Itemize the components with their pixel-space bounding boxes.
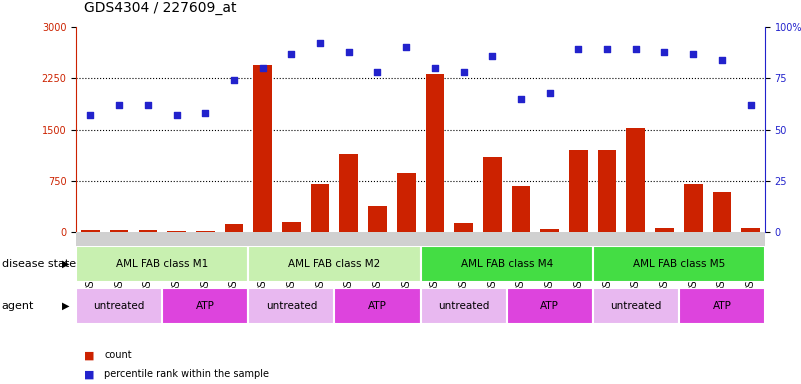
Bar	[76, 246, 248, 282]
Bar	[253, 65, 272, 232]
Text: GDS4304 / 227609_at: GDS4304 / 227609_at	[84, 2, 236, 15]
Text: count: count	[104, 350, 131, 360]
Text: agent: agent	[2, 301, 34, 311]
Text: percentile rank within the sample: percentile rank within the sample	[104, 369, 269, 379]
Point	[744, 102, 757, 108]
Bar	[512, 187, 530, 232]
Text: AML FAB class M4: AML FAB class M4	[461, 259, 553, 269]
Text: untreated: untreated	[438, 301, 489, 311]
Bar	[224, 224, 244, 232]
Bar	[684, 184, 702, 232]
Bar	[678, 288, 765, 324]
Bar	[76, 288, 162, 324]
Bar	[655, 228, 674, 232]
Text: ATP: ATP	[540, 301, 559, 311]
Bar	[569, 150, 588, 232]
Bar	[196, 231, 215, 232]
Text: ▶: ▶	[62, 259, 69, 269]
Bar	[421, 246, 593, 282]
Text: ■: ■	[84, 369, 95, 379]
Bar	[340, 154, 358, 232]
Bar	[713, 192, 731, 232]
Text: AML FAB class M1: AML FAB class M1	[116, 259, 208, 269]
Bar	[248, 288, 335, 324]
Bar	[311, 184, 329, 232]
Point	[514, 96, 527, 102]
Point	[84, 112, 97, 118]
Point	[371, 69, 384, 75]
Point	[543, 89, 556, 96]
Point	[170, 112, 183, 118]
Bar	[541, 229, 559, 232]
Point	[314, 40, 327, 46]
Bar	[506, 288, 593, 324]
Bar	[741, 228, 760, 232]
Bar	[593, 246, 765, 282]
Bar	[162, 288, 248, 324]
Text: ▶: ▶	[62, 301, 69, 311]
Bar	[81, 230, 100, 232]
Bar	[139, 230, 157, 232]
Text: ATP: ATP	[368, 301, 387, 311]
Text: AML FAB class M2: AML FAB class M2	[288, 259, 380, 269]
Point	[113, 102, 126, 108]
Bar	[396, 173, 416, 232]
Text: untreated: untreated	[94, 301, 145, 311]
Point	[285, 51, 298, 57]
Text: AML FAB class M5: AML FAB class M5	[633, 259, 725, 269]
Point	[658, 48, 671, 55]
Point	[142, 102, 155, 108]
Point	[686, 51, 699, 57]
Text: untreated: untreated	[610, 301, 662, 311]
Bar	[248, 246, 421, 282]
Bar	[425, 74, 445, 232]
Point	[630, 46, 642, 53]
Bar	[421, 288, 506, 324]
Point	[601, 46, 614, 53]
Text: ATP: ATP	[712, 301, 731, 311]
Point	[457, 69, 470, 75]
Point	[715, 57, 728, 63]
Text: ATP: ATP	[195, 301, 215, 311]
Bar	[368, 206, 387, 232]
Bar	[110, 230, 128, 232]
Point	[199, 110, 211, 116]
Bar	[593, 288, 678, 324]
Bar	[282, 222, 300, 232]
Bar	[454, 223, 473, 232]
Point	[429, 65, 441, 71]
Point	[342, 48, 355, 55]
Text: disease state: disease state	[2, 259, 76, 269]
Bar	[167, 231, 186, 232]
Bar	[483, 157, 501, 232]
Text: ■: ■	[84, 350, 95, 360]
Point	[486, 53, 499, 59]
Point	[227, 77, 240, 83]
Bar	[626, 127, 645, 232]
Point	[256, 65, 269, 71]
Text: untreated: untreated	[266, 301, 317, 311]
Point	[572, 46, 585, 53]
Point	[400, 44, 413, 50]
Bar	[334, 288, 421, 324]
Bar	[598, 150, 617, 232]
